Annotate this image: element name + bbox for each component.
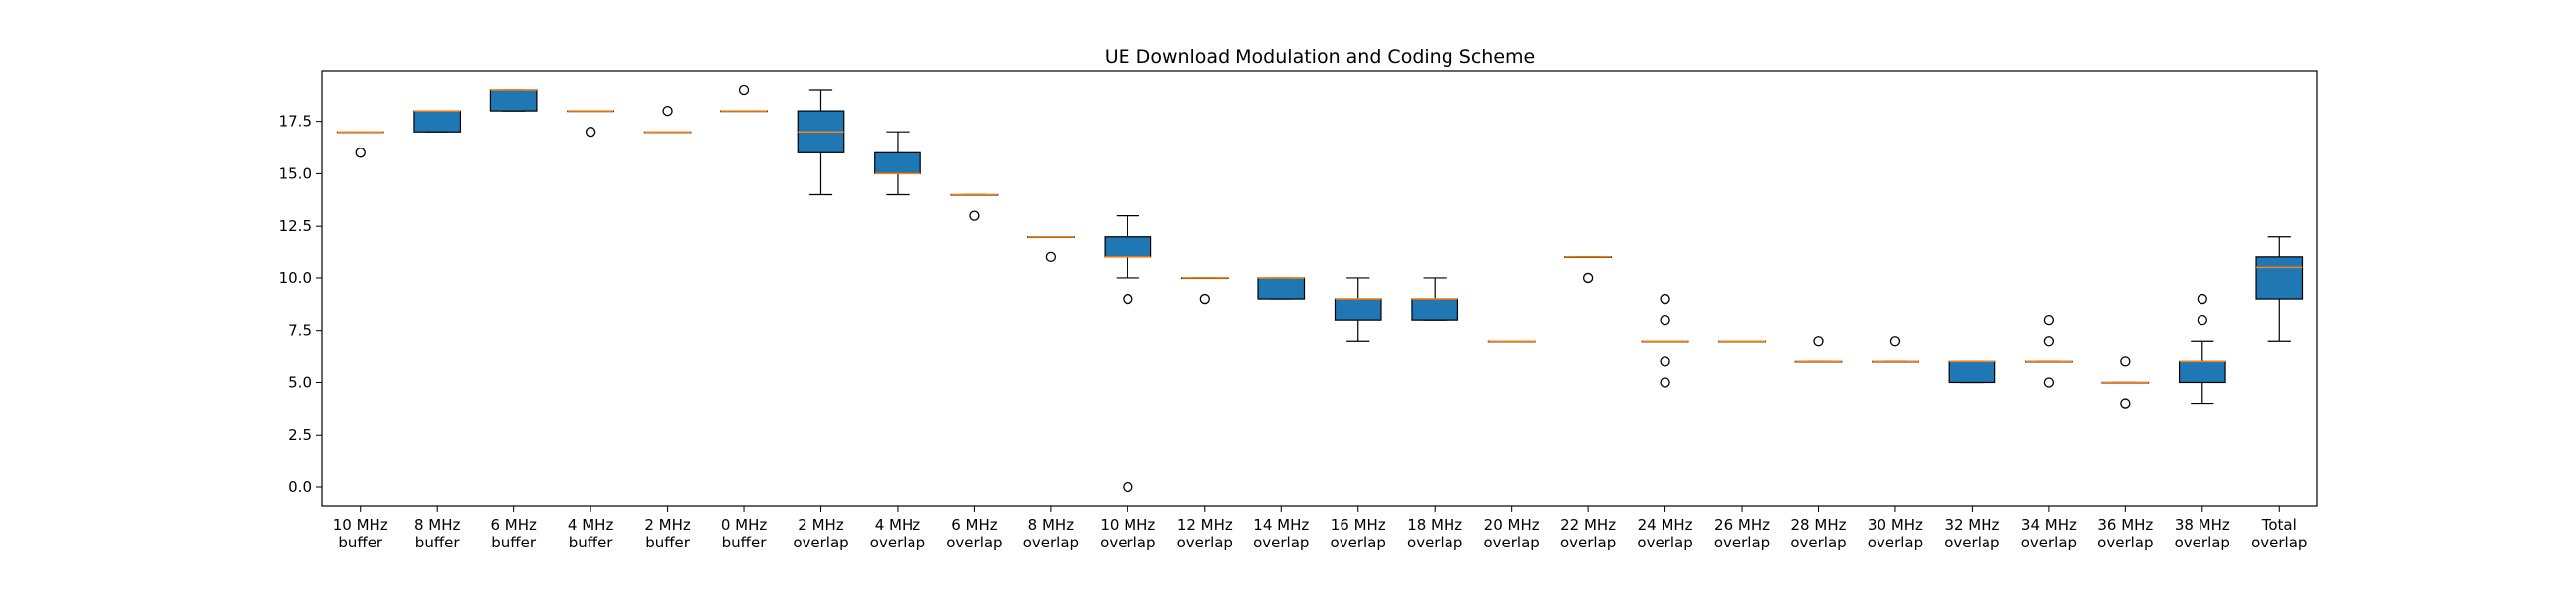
outlier-point [1889,336,1901,346]
outlier-point [2120,398,2131,409]
x-tick-label: 36 MHz [2097,516,2153,534]
outlier-point [1123,481,1133,493]
outlier-point [969,210,980,221]
x-tick-label: overlap [1407,534,1462,551]
iqr-box [413,110,462,133]
x-tick-label: buffer [415,534,461,551]
iqr-box [1334,298,1382,321]
y-tick-label: 0.0 [288,478,312,496]
plot-frame [321,70,2318,507]
x-tick-label: overlap [2175,534,2230,551]
x-tick-label: 10 MHz [333,516,388,534]
outlier-point [355,148,366,158]
outlier-point [585,127,596,138]
outlier-point [1582,272,1594,284]
iqr-box [1411,298,1459,321]
x-tick-label: overlap [1177,534,1233,551]
iqr-box [1948,360,1996,384]
x-tick-label: buffer [491,534,537,551]
x-tick-label: 20 MHz [1484,516,1540,534]
x-tick-label: buffer [338,534,383,551]
x-tick-label: overlap [1483,534,1539,551]
plot-area: 0.02.55.07.510.012.515.017.510 MHzbuffer… [279,84,2307,551]
outlier-point [1660,315,1670,326]
x-tick-label: 34 MHz [2021,516,2077,534]
outlier-point [2120,356,2131,367]
x-tick-label: overlap [1253,534,1309,551]
iqr-box [874,151,921,175]
iqr-box [489,89,538,112]
x-tick-label: 24 MHz [1638,516,1693,534]
x-tick-label: 12 MHz [1177,516,1233,534]
x-tick-label: 28 MHz [1791,516,1847,534]
x-tick-label: buffer [645,534,691,551]
x-tick-label: 26 MHz [1714,516,1770,534]
x-tick-label: buffer [722,534,768,551]
outlier-point [2197,315,2207,326]
x-tick-label: 0 MHz [721,516,768,534]
x-tick-label: buffer [569,534,614,551]
x-tick-label: Total [2261,516,2297,534]
x-tick-label: 4 MHz [875,516,921,534]
x-tick-label: 22 MHz [1560,516,1616,534]
y-tick-label: 17.5 [279,113,312,131]
x-tick-label: overlap [1331,534,1386,551]
outlier-point [738,84,750,96]
outlier-point [662,105,673,117]
outlier-point [1660,356,1670,367]
iqr-box [1257,277,1306,300]
y-tick-label: 10.0 [279,269,312,287]
x-tick-label: 32 MHz [1944,516,1999,534]
x-tick-label: overlap [2251,534,2307,551]
x-tick-label: overlap [1868,534,1923,551]
outlier-point [2043,315,2055,326]
x-tick-label: 30 MHz [1868,516,1923,534]
x-tick-label: overlap [1560,534,1616,551]
iqr-box [1104,236,1152,258]
x-tick-label: 38 MHz [2175,516,2230,534]
x-tick-label: 18 MHz [1407,516,1462,534]
outlier-point [1660,293,1670,305]
y-tick-label: 2.5 [288,426,312,444]
x-tick-label: 8 MHz [1028,516,1075,534]
outlier-point [1045,251,1057,262]
outlier-point [2197,293,2207,305]
x-tick-label: overlap [1637,534,1692,551]
x-tick-label: 2 MHz [798,516,844,534]
x-tick-label: overlap [1023,534,1079,551]
x-tick-label: 6 MHz [951,516,998,534]
x-tick-label: overlap [870,534,925,551]
x-tick-label: overlap [946,534,1002,551]
chart-title: UE Download Modulation and Coding Scheme [1105,47,1536,68]
x-tick-label: 6 MHz [490,516,537,534]
iqr-box [2178,360,2226,384]
x-tick-label: 4 MHz [568,516,614,534]
x-tick-label: 14 MHz [1253,516,1309,534]
x-tick-label: overlap [1714,534,1770,551]
x-tick-label: 10 MHz [1100,516,1155,534]
x-tick-label: 2 MHz [644,516,691,534]
x-tick-label: 8 MHz [414,516,461,534]
x-tick-label: overlap [1790,534,1846,551]
y-tick-label: 15.0 [279,164,312,182]
x-tick-label: overlap [793,534,848,551]
x-tick-label: 16 MHz [1331,516,1386,534]
x-tick-label: overlap [1100,534,1155,551]
x-tick-label: overlap [2097,534,2153,551]
y-tick-label: 5.0 [288,373,312,391]
x-tick-label: overlap [1944,534,1999,551]
outlier-point [1199,293,1210,305]
outlier-point [2043,377,2055,388]
y-tick-label: 12.5 [279,217,312,235]
y-tick-label: 7.5 [288,322,312,340]
x-tick-label: overlap [2021,534,2077,551]
outlier-point [2043,336,2055,346]
outlier-point [1813,336,1824,346]
outlier-point [1660,377,1670,388]
outlier-point [1123,293,1133,305]
iqr-box [2255,256,2304,300]
